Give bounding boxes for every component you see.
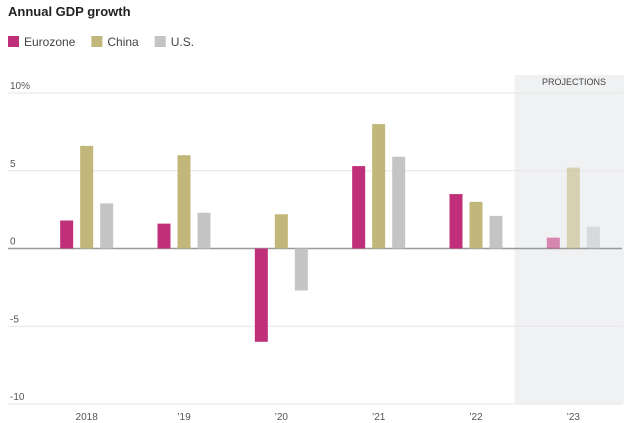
bar (566, 167, 580, 249)
bar (177, 155, 191, 249)
x-tick-label: ’22 (469, 412, 483, 423)
x-tick-label: ’23 (567, 412, 581, 423)
legend-label: China (107, 35, 139, 49)
legend-swatch (154, 36, 166, 47)
legend-label: U.S. (171, 35, 194, 49)
y-tick-label: -10 (10, 392, 25, 403)
bar (392, 156, 406, 249)
bar (60, 220, 74, 249)
y-tick-label: -5 (10, 314, 19, 325)
bar (254, 248, 268, 342)
x-tick-label: ’20 (275, 412, 289, 423)
bar (449, 194, 463, 249)
bar (586, 226, 600, 249)
bar (352, 166, 366, 249)
y-tick-label: 5 (10, 159, 16, 170)
legend-label: Eurozone (24, 35, 76, 49)
bar (469, 201, 483, 249)
y-tick-label: 0 (10, 237, 16, 248)
bar (372, 124, 386, 249)
legend-swatch (8, 36, 19, 47)
bar (80, 145, 94, 249)
chart-title: Annual GDP growth (8, 4, 131, 19)
projection-label: PROJECTIONS (542, 77, 606, 87)
bar (274, 214, 288, 249)
x-tick-label: ’21 (372, 412, 386, 423)
bar (294, 248, 308, 291)
bar (197, 212, 211, 249)
x-tick-label: ’19 (177, 412, 191, 423)
bar (100, 203, 114, 249)
legend-swatch (91, 36, 103, 47)
y-tick-label: 10% (10, 81, 30, 92)
bar (157, 223, 171, 249)
x-tick-label: 2018 (76, 412, 99, 423)
bar (546, 237, 560, 249)
bar (489, 215, 503, 249)
